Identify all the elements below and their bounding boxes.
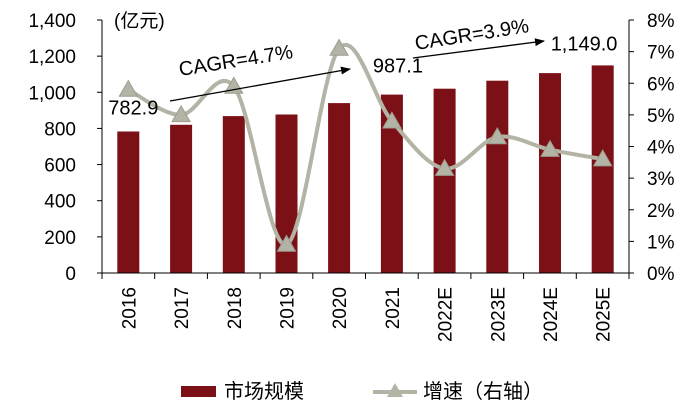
growth-line-layer bbox=[118, 38, 613, 252]
growth-marker-2021 bbox=[382, 111, 402, 129]
cagr-label-2: CAGR=3.9% bbox=[413, 15, 530, 55]
growth-marker-2022E bbox=[434, 158, 455, 176]
y-left-tick-label: 400 bbox=[44, 192, 76, 213]
bar-2025E bbox=[591, 65, 614, 274]
y-right-tick-label: 1% bbox=[647, 232, 675, 253]
legend-bar-label: 市场规模 bbox=[224, 380, 304, 403]
data-label-2025E: 1,149.0 bbox=[551, 33, 618, 55]
legend-bar-swatch bbox=[181, 386, 216, 397]
y-left-tick-label: 1,400 bbox=[28, 11, 76, 32]
cagr-label-1: CAGR=4.7% bbox=[177, 41, 294, 81]
y-right-tick-label: 8% bbox=[647, 11, 675, 32]
bar-2018 bbox=[222, 116, 245, 273]
y-right-tick-label: 6% bbox=[647, 74, 675, 95]
axes-layer: (亿元) 0 200 400 600 800 1,000 1,200 1,400 0% 1% 2% 3… bbox=[28, 10, 674, 342]
growth-marker-2017 bbox=[171, 104, 191, 123]
x-tick-label: 2018 bbox=[225, 287, 246, 329]
y-left-unit-label: (亿元) bbox=[114, 10, 165, 32]
y-left-tick-label: 200 bbox=[44, 228, 76, 249]
cagr-arrow-1 bbox=[169, 66, 351, 102]
y-left-tick-label: 0 bbox=[65, 264, 76, 285]
x-tick-label: 2016 bbox=[119, 287, 140, 329]
x-tick-label: 2022E bbox=[436, 287, 457, 342]
bar-2016 bbox=[117, 131, 140, 273]
data-label-2016: 782.9 bbox=[108, 98, 158, 120]
legend: 市场规模 增速（右轴） bbox=[181, 380, 543, 403]
x-tick-label: 2023E bbox=[488, 287, 509, 342]
y-right-tick-label: 7% bbox=[647, 43, 675, 64]
x-tick-label: 2025E bbox=[594, 287, 615, 342]
growth-marker-2024E bbox=[540, 139, 560, 157]
legend-triangle-icon bbox=[387, 383, 403, 397]
y-right-tick-label: 5% bbox=[647, 106, 675, 127]
bar-2022E bbox=[433, 88, 456, 273]
legend-line-label: 增速（右轴） bbox=[423, 380, 543, 403]
growth-marker-2023E bbox=[487, 126, 508, 145]
growth-marker-2025E bbox=[592, 149, 613, 167]
bar-2017 bbox=[170, 124, 193, 273]
y-right-tick-label: 2% bbox=[647, 201, 675, 222]
x-tick-label: 2021 bbox=[383, 287, 404, 329]
bar-2023E bbox=[486, 80, 509, 273]
x-tick-label: 2020 bbox=[330, 287, 351, 329]
cagr-arrow-2 bbox=[412, 38, 545, 59]
y-right-tick-label: 4% bbox=[647, 138, 675, 159]
bar-2020 bbox=[328, 103, 351, 273]
bars-layer bbox=[117, 65, 614, 274]
y-left-tick-label: 800 bbox=[44, 119, 76, 140]
x-tick-label: 2019 bbox=[277, 287, 298, 329]
growth-marker-2016 bbox=[118, 79, 139, 97]
y-left-tick-label: 1,200 bbox=[28, 47, 76, 68]
growth-marker-2019 bbox=[276, 234, 297, 252]
growth-marker-2020 bbox=[329, 38, 349, 56]
y-right-tick-label: 0% bbox=[647, 264, 675, 285]
x-tick-label: 2024E bbox=[541, 287, 562, 342]
y-right-tick-label: 3% bbox=[647, 169, 675, 190]
bar-2024E bbox=[539, 73, 561, 273]
x-tick-label: 2017 bbox=[172, 287, 193, 329]
y-left-tick-label: 1,000 bbox=[28, 83, 76, 104]
data-label-2021: 987.1 bbox=[373, 56, 423, 78]
y-left-tick-label: 600 bbox=[44, 156, 76, 177]
bar-2021 bbox=[380, 94, 403, 273]
